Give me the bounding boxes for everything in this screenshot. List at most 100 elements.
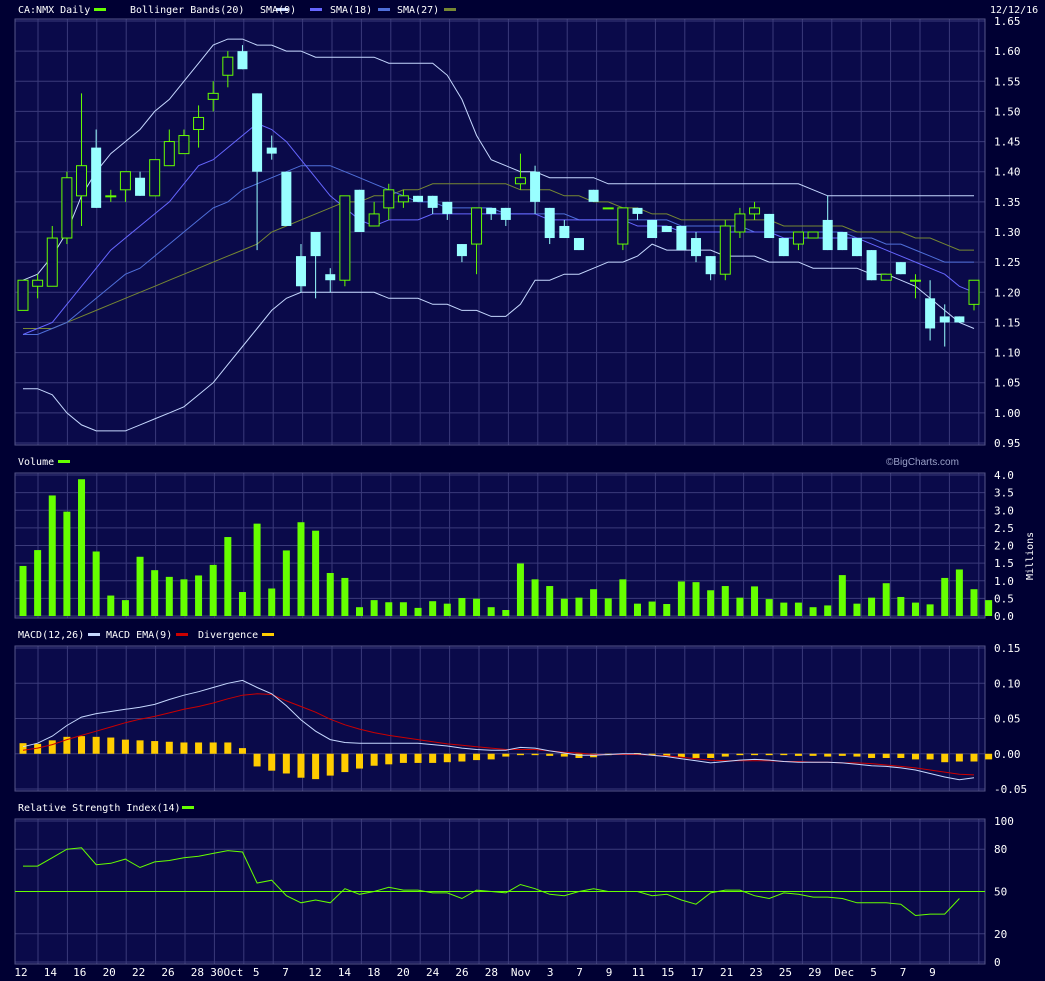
volume-bar [414,607,422,616]
candle-body [193,116,205,131]
volume-bar [575,597,583,616]
x-tick-label: 26 [161,966,174,979]
candle-body [310,232,321,257]
candle-body [807,231,819,239]
bb-label: Bollinger Bands(20) [130,5,244,16]
macd-swatch [88,633,100,636]
candle-body [135,177,146,196]
candle-body [383,189,395,209]
divergence-bar [677,753,685,758]
volume-bar [238,592,246,616]
rsi-swatch [182,806,194,809]
candle-body [339,195,351,281]
x-tick-label: 12 [308,966,321,979]
volume-bar [853,603,861,616]
volume-bar [92,551,100,616]
rsi-tick-label: 50 [994,886,1007,899]
volume-tick-label: 0.0 [994,610,1014,623]
volume-bar [107,595,115,616]
candle-body [778,238,789,257]
divergence-bar [121,739,129,754]
volume-bar [473,598,481,616]
rsi-tick-label: 20 [994,928,1007,941]
volume-bar [926,604,934,616]
divergence-bar [736,753,744,756]
bb-swatch [276,8,288,11]
divergence-bar [794,753,802,756]
divergence-bar [341,753,349,773]
price-tick-label: 1.60 [994,45,1021,58]
divergence-bar [516,753,524,756]
candle-body [676,225,687,251]
volume-bar [151,570,159,616]
rsi-tick-label: 80 [994,843,1007,856]
divergence-bar [648,753,656,756]
candle-body [61,177,73,239]
volume-bar [326,572,334,616]
candle-body [456,244,467,257]
x-tick-label: 9 [929,966,936,979]
volume-tick-label: 2.5 [994,522,1014,535]
volume-bar [970,589,978,616]
price-tick-label: 1.40 [994,166,1021,179]
volume-tick-label: 3.0 [994,504,1014,517]
x-tick-label: 25 [779,966,792,979]
volume-bar [882,583,890,616]
volume-bar [604,598,612,616]
candle-body [530,171,541,202]
volume-bar [809,607,817,616]
x-tick-label: 28 [485,966,498,979]
divergence-bar [224,742,232,754]
volume-bar [78,479,86,616]
panel-backgrounds [15,19,985,964]
sma9-label: SMA(9) [260,5,296,16]
candle-body [76,165,88,197]
volume-bar [195,575,203,616]
volume-bar [487,607,495,616]
divergence-bar [751,753,759,756]
macd-tick-label: 0.05 [994,713,1021,726]
volume-bar [751,586,759,616]
divergence-bar [399,753,407,763]
volume-bar [282,550,290,616]
volume-bar [590,589,598,616]
candle-body [880,273,892,281]
divergence-bar [370,753,378,766]
volume-bar [63,511,71,616]
divergence-bar [926,753,934,760]
candle-body [573,238,584,251]
macd-tick-label: 0.00 [994,748,1021,761]
candle-body [442,201,453,214]
volume-tick-label: 1.0 [994,575,1014,588]
candle-body [222,56,234,76]
divergence-bar [546,753,554,756]
volume-bar [429,601,437,616]
x-tick-label: 7 [900,966,907,979]
volume-bar [502,610,510,616]
rsi-tick-label: 100 [994,815,1014,828]
candle-body [281,171,292,226]
divergence-bar [312,753,320,780]
volume-bar [780,602,788,616]
rsi-label: Relative Strength Index(14) [18,803,181,814]
x-tick-label: 7 [282,966,289,979]
volume-unit: Millions [1025,532,1036,580]
volume-bar [546,586,554,616]
price-tick-label: 1.20 [994,286,1021,299]
candle-body [705,256,716,275]
price-tick-label: 1.55 [994,75,1021,88]
volume-bar [677,581,685,616]
x-tick-label: 7 [576,966,583,979]
volume-bar [458,598,466,616]
divergence-bar [853,753,861,757]
candle-body [325,274,336,281]
volume-bar [985,600,993,616]
volume-label: Volume [18,457,54,468]
divergence-bar [356,753,364,769]
volume-tick-label: 0.5 [994,592,1014,605]
rsi-tick-label: 0 [994,956,1001,969]
price-tick-label: 1.45 [994,136,1021,149]
price-tick-label: 1.35 [994,196,1021,209]
price-tick-label: 1.10 [994,347,1021,360]
